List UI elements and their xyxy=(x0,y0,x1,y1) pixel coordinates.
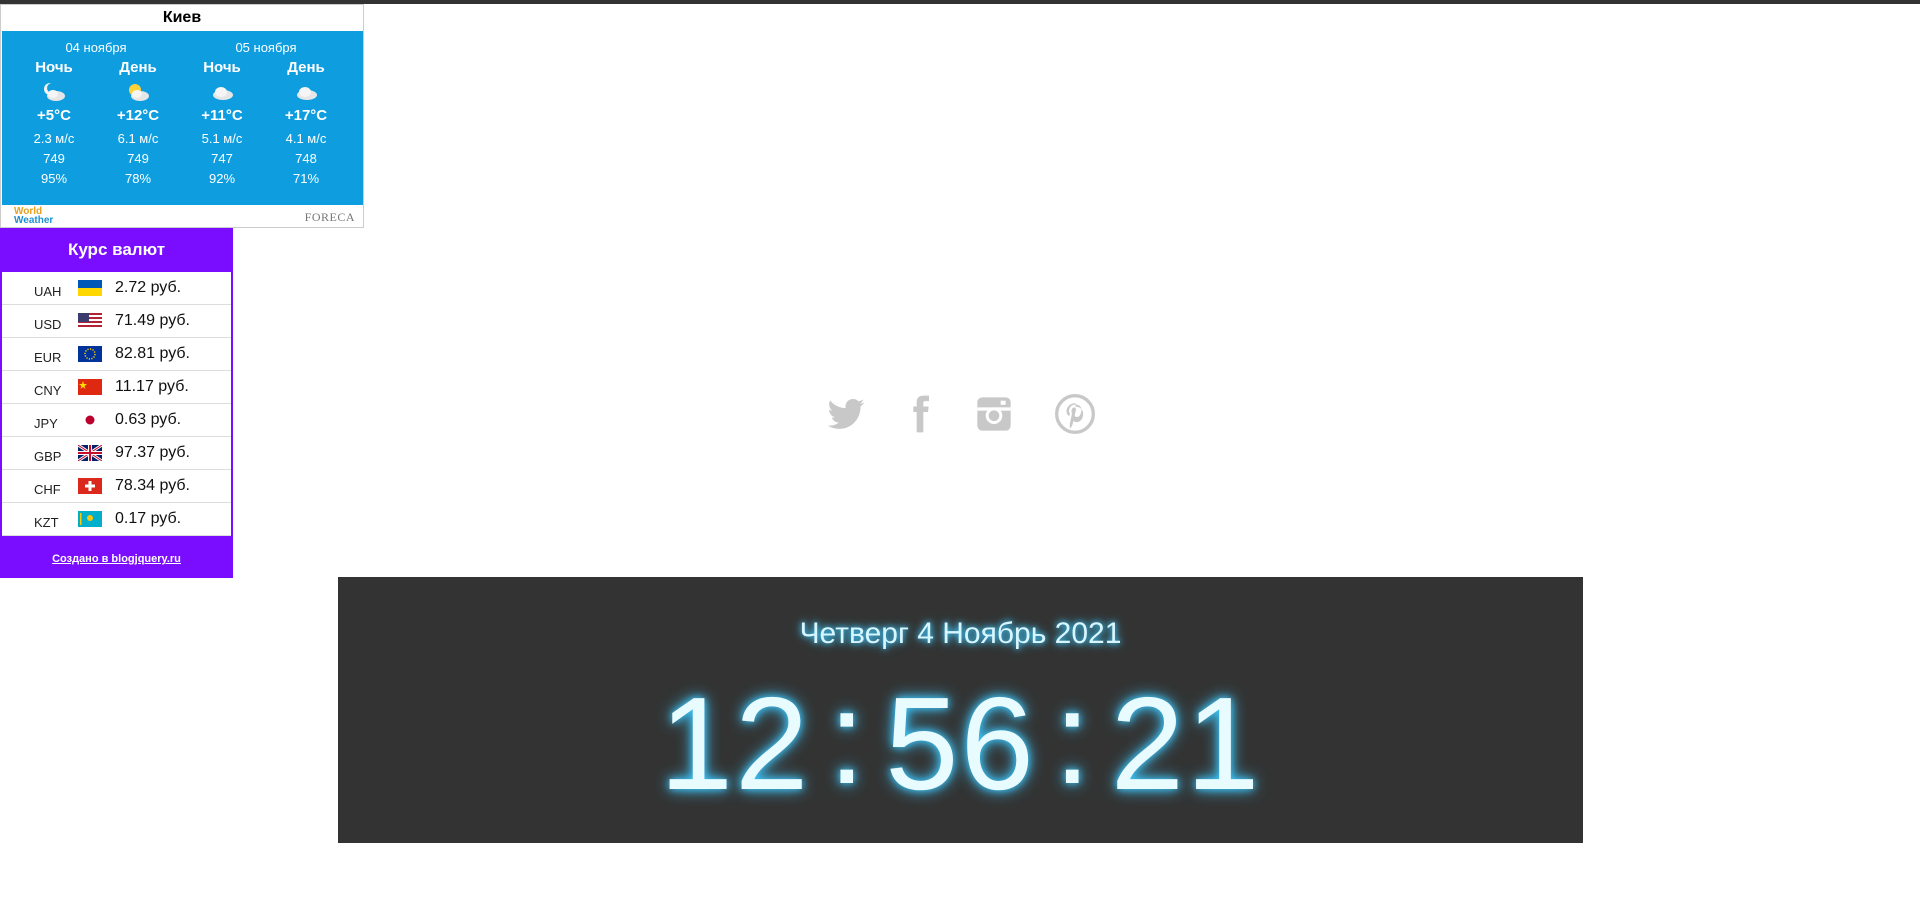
forecast-wind: 2.3 м/с xyxy=(33,131,75,146)
forecast-part-of-day: Ночь xyxy=(203,59,241,76)
usa-flag-icon xyxy=(78,313,102,329)
clock-time: 12:56:21 xyxy=(338,668,1583,814)
clock-hours: 12 xyxy=(659,670,811,817)
weather-footer: World Weather FORECA xyxy=(2,205,363,227)
forecast-column: Ночь +5°C 2.3 м/с 749 95% xyxy=(12,59,96,189)
currency-code: USD xyxy=(34,316,62,332)
forecast-pressure: 749 xyxy=(43,151,65,166)
cloudy-icon xyxy=(180,79,264,105)
currency-code: CNY xyxy=(34,382,62,398)
forecast-column: День +12°C 6.1 м/с 749 78% xyxy=(96,59,180,189)
clock-separator: : xyxy=(828,664,868,811)
facebook-icon[interactable] xyxy=(900,394,940,440)
weather-forecast-panel: 04 ноября 05 ноября Ночь +5°C 2.3 м/с 74… xyxy=(2,31,363,205)
partly-cloudy-night-icon xyxy=(12,79,96,105)
currency-row: JPY 0.63 руб. xyxy=(2,404,231,437)
currency-row: UAH 2.72 руб. xyxy=(2,272,231,305)
twitter-icon[interactable] xyxy=(826,394,866,440)
foreca-logo[interactable]: FORECA xyxy=(304,210,355,224)
uk-flag-icon xyxy=(78,445,102,461)
forecast-humidity: 71% xyxy=(292,171,320,186)
world-weather-logo[interactable]: World Weather xyxy=(14,206,54,226)
clock-minutes: 56 xyxy=(885,670,1036,817)
top-border-bar xyxy=(0,0,1920,4)
forecast-part-of-day: День xyxy=(287,59,325,76)
china-flag-icon xyxy=(78,379,102,395)
partly-cloudy-day-icon xyxy=(96,79,180,105)
forecast-date: 05 ноября xyxy=(235,40,297,55)
instagram-icon[interactable] xyxy=(974,394,1014,440)
forecast-column: Ночь +11°C 5.1 м/с 747 92% xyxy=(180,59,264,189)
currency-code: KZT xyxy=(34,514,59,530)
pinterest-icon[interactable] xyxy=(1055,394,1095,440)
clock-separator: : xyxy=(1053,664,1093,811)
currency-rate: 97.37 руб. xyxy=(115,444,190,461)
forecast-temperature: +11°C xyxy=(201,107,243,124)
currency-code: GBP xyxy=(34,448,62,464)
forecast-humidity: 95% xyxy=(40,171,68,186)
currency-code: EUR xyxy=(34,349,62,365)
forecast-temperature: +5°C xyxy=(37,107,71,124)
currency-rate: 78.34 руб. xyxy=(115,477,190,494)
cloudy-icon xyxy=(264,79,348,105)
forecast-date: 04 ноября xyxy=(65,40,127,55)
currency-row: USD 71.49 руб. xyxy=(2,305,231,338)
forecast-temperature: +17°C xyxy=(284,107,328,124)
forecast-temperature: +12°C xyxy=(116,107,160,124)
forecast-pressure: 749 xyxy=(127,151,149,166)
clock-seconds: 21 xyxy=(1110,670,1262,817)
forecast-pressure: 748 xyxy=(295,151,317,166)
weather-widget: Киев 04 ноября 05 ноября Ночь +5°C 2.3 м… xyxy=(0,4,364,228)
currency-row: CHF 78.34 руб. xyxy=(2,470,231,503)
japan-flag-icon xyxy=(78,412,102,428)
forecast-wind: 5.1 м/с xyxy=(201,131,243,146)
currency-rate: 71.49 руб. xyxy=(115,312,190,329)
currency-row: GBP 97.37 руб. xyxy=(2,437,231,470)
forecast-part-of-day: День xyxy=(119,59,157,76)
currency-widget: Курс валют UAH 2.72 руб. USD 71.49 руб. … xyxy=(0,228,233,578)
currency-code: CHF xyxy=(34,481,61,497)
currency-list: UAH 2.72 руб. USD 71.49 руб. EUR 82.81 р… xyxy=(2,272,231,536)
switzerland-flag-icon xyxy=(78,478,102,494)
forecast-wind: 4.1 м/с xyxy=(285,131,327,146)
credit-link[interactable]: Создано в blogjquery.ru xyxy=(52,553,181,565)
currency-row: KZT 0.17 руб. xyxy=(2,503,231,536)
currency-row: CNY 11.17 руб. xyxy=(2,371,231,404)
currency-title: Курс валют xyxy=(67,240,166,259)
clock-date: Четверг 4 Ноябрь 2021 xyxy=(799,617,1122,650)
forecast-wind: 6.1 м/с xyxy=(117,131,159,146)
currency-code: JPY xyxy=(34,415,58,431)
forecast-humidity: 78% xyxy=(124,171,152,186)
weather-city: Киев xyxy=(162,9,202,26)
forecast-pressure: 747 xyxy=(211,151,233,166)
clock-panel: Четверг 4 Ноябрь 2021 12:56:21 xyxy=(338,577,1583,843)
currency-rate: 0.17 руб. xyxy=(115,510,182,527)
currency-row: EUR 82.81 руб. xyxy=(2,338,231,371)
credit-footer: Создано в blogjquery.ru xyxy=(0,538,233,578)
forecast-column: День +17°C 4.1 м/с 748 71% xyxy=(264,59,348,189)
forecast-part-of-day: Ночь xyxy=(35,59,73,76)
currency-code: UAH xyxy=(34,283,62,299)
currency-rate: 82.81 руб. xyxy=(115,345,190,362)
kazakhstan-flag-icon xyxy=(78,511,102,527)
ukraine-flag-icon xyxy=(78,280,102,296)
currency-rate: 0.63 руб. xyxy=(115,411,182,428)
currency-rate: 11.17 руб. xyxy=(115,378,189,395)
eu-flag-icon xyxy=(78,346,102,362)
forecast-humidity: 92% xyxy=(208,171,236,186)
currency-rate: 2.72 руб. xyxy=(115,279,182,296)
